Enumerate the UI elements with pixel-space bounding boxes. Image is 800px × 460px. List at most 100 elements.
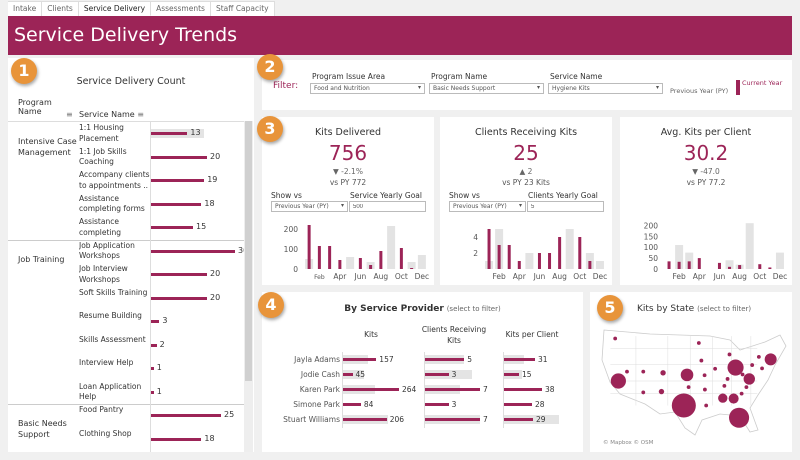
cy-bar[interactable]	[588, 261, 592, 269]
state-marker-IA[interactable]	[699, 358, 704, 363]
provider-name[interactable]: Karen Park	[299, 385, 340, 394]
py-bar[interactable]	[685, 252, 694, 269]
tab-clients[interactable]: Clients	[42, 1, 79, 16]
py-bar[interactable]	[387, 226, 396, 269]
cy-bar[interactable]	[328, 246, 332, 269]
cy-bar[interactable]	[578, 237, 582, 269]
count-bar[interactable]	[151, 343, 157, 347]
table-row[interactable]: Job Interview Workshops 20	[8, 263, 243, 287]
kits-bar[interactable]	[343, 418, 387, 421]
kits-bar[interactable]	[343, 373, 353, 376]
cy-bar[interactable]	[379, 251, 383, 269]
cy-bar[interactable]	[358, 258, 362, 269]
cy-bar[interactable]	[548, 253, 552, 269]
table-row[interactable]: Assistance completing forms .. 18	[8, 192, 243, 217]
count-bar[interactable]	[151, 132, 188, 135]
table-row[interactable]: Soft Skills Training 20	[8, 286, 243, 311]
cy-bar[interactable]	[369, 265, 373, 269]
provider-name[interactable]: Jayla Adams	[294, 355, 340, 364]
cy-bar[interactable]	[728, 266, 732, 269]
count-bar[interactable]	[151, 179, 205, 182]
state-marker-NJ[interactable]	[760, 366, 764, 371]
state-marker-GA[interactable]	[728, 393, 739, 404]
py-bar[interactable]	[417, 255, 426, 269]
scrollbar[interactable]	[244, 121, 253, 452]
state-marker-IL[interactable]	[713, 366, 718, 371]
state-marker-WA[interactable]	[613, 336, 618, 341]
tab-staff-capacity[interactable]: Staff Capacity	[210, 1, 275, 16]
cy-bar[interactable]	[497, 245, 501, 269]
state-marker-AZ[interactable]	[641, 390, 646, 395]
kits-bar[interactable]	[343, 358, 377, 361]
count-bar[interactable]	[151, 202, 202, 206]
clients-bar[interactable]	[425, 418, 480, 421]
table-row[interactable]: Accompany clients to appointments .. 19	[8, 169, 243, 193]
state-marker-NM[interactable]	[658, 388, 665, 395]
count-bar[interactable]	[151, 273, 207, 276]
cy-bar[interactable]	[317, 246, 321, 269]
count-bar[interactable]	[151, 367, 154, 370]
count-bar[interactable]	[151, 249, 235, 253]
state-marker-CO[interactable]	[660, 370, 666, 376]
clients-bar[interactable]	[425, 388, 480, 391]
py-bar[interactable]	[725, 260, 734, 269]
state-marker-OH[interactable]	[727, 359, 744, 376]
kits-bar[interactable]	[343, 403, 361, 406]
scrollbar-thumb[interactable]	[245, 121, 252, 381]
kpc-bar[interactable]	[504, 358, 535, 361]
cy-bar[interactable]	[697, 258, 701, 269]
tab-assessments[interactable]: Assessments	[151, 1, 211, 16]
py-bar[interactable]	[407, 262, 416, 269]
filter-dropdown[interactable]: Basic Needs Support ▾	[429, 83, 544, 94]
state-marker-SC[interactable]	[739, 391, 744, 396]
state-marker-MO[interactable]	[702, 373, 707, 378]
state-marker-VA[interactable]	[743, 373, 755, 385]
clients-bar[interactable]	[425, 373, 449, 376]
clients-bar[interactable]	[425, 358, 465, 361]
state-marker-NY[interactable]	[756, 355, 761, 359]
cy-bar[interactable]	[677, 261, 681, 269]
state-marker-NC[interactable]	[744, 385, 749, 390]
clients-bar[interactable]	[425, 403, 449, 406]
count-bar[interactable]	[151, 320, 160, 323]
cy-bar[interactable]	[687, 261, 691, 269]
cy-bar[interactable]	[307, 225, 311, 269]
column-header-program[interactable]: Program Name	[18, 98, 68, 116]
state-marker-KS[interactable]	[680, 368, 694, 382]
cy-bar[interactable]	[738, 265, 742, 269]
state-marker-PA[interactable]	[750, 363, 755, 367]
table-row[interactable]: Clothing Shop 18	[8, 427, 243, 452]
count-bar[interactable]	[151, 296, 207, 300]
provider-name[interactable]: Simone Park	[293, 400, 340, 409]
cy-bar[interactable]	[717, 262, 721, 269]
state-marker-CA[interactable]	[610, 373, 626, 389]
state-marker-UT[interactable]	[641, 369, 646, 374]
tab-service-delivery[interactable]: Service Delivery	[78, 1, 152, 16]
count-bar[interactable]	[151, 155, 207, 159]
state-marker-TN[interactable]	[722, 384, 727, 388]
cy-bar[interactable]	[487, 229, 491, 269]
provider-name[interactable]: Jodie Cash	[300, 370, 340, 379]
state-marker-MI[interactable]	[727, 352, 732, 357]
table-row[interactable]: 1:1 Job Skills Coaching 20	[8, 145, 243, 170]
py-bar[interactable]	[775, 252, 784, 269]
table-row[interactable]: Job Application Workshops 30	[8, 239, 244, 264]
table-row[interactable]: Assistance completing housin.. 15	[8, 216, 243, 240]
state-marker-NV[interactable]	[625, 369, 629, 374]
cy-bar[interactable]	[338, 260, 342, 269]
py-bar[interactable]	[565, 229, 574, 269]
table-row[interactable]: Interview Help 1	[8, 357, 243, 381]
state-marker-MA[interactable]	[764, 353, 777, 366]
table-row[interactable]: 1:1 Housing Placement Coachi.. 13	[8, 122, 243, 146]
kpc-bar[interactable]	[504, 373, 519, 376]
kits-bar[interactable]	[343, 388, 399, 391]
py-bar[interactable]	[525, 253, 534, 269]
cy-bar[interactable]	[399, 248, 403, 269]
table-row[interactable]: Resume Building 3	[8, 310, 243, 334]
state-marker-AR[interactable]	[702, 387, 707, 392]
goal-input[interactable]	[527, 201, 604, 212]
cy-bar[interactable]	[517, 261, 521, 269]
state-marker-OK[interactable]	[686, 385, 691, 390]
py-bar[interactable]	[675, 245, 684, 269]
kpc-bar[interactable]	[504, 388, 542, 391]
